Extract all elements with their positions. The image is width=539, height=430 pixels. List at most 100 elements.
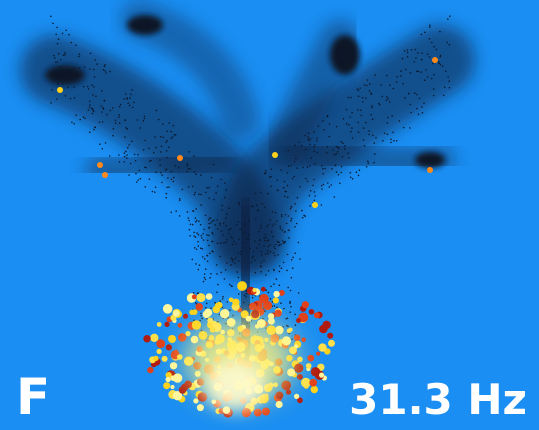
speckle [160,164,162,166]
speckle [188,220,190,222]
speckle [206,234,208,236]
speckle [265,170,267,172]
speckle [357,109,359,111]
speckle [386,100,388,102]
speckle [104,70,106,72]
speckle [277,189,279,191]
speckle [223,223,225,225]
speckle [449,15,451,17]
speckle [384,133,386,135]
speckle [299,186,301,188]
speckle [268,270,270,272]
speckle [375,137,377,139]
speckle [414,61,416,63]
speckle [295,324,297,326]
speckle [166,168,168,170]
speckle [386,96,388,98]
speckle [178,167,180,169]
speckle [440,55,442,57]
speckle [140,127,142,129]
speckle [289,311,291,313]
speckle [409,127,411,129]
speckle [238,277,240,279]
speckle [57,84,59,86]
speckle [172,136,174,138]
speckle [254,240,256,242]
speckle [356,171,358,173]
active-point [173,310,180,317]
speckle [358,96,360,98]
speckle [260,271,262,273]
speckle [225,225,227,227]
speckle [252,257,254,259]
speckle [364,84,366,86]
speckle [173,177,175,179]
speckle [71,71,73,73]
active-point [102,172,108,178]
speckle [220,272,222,274]
speckle [421,59,423,61]
speckle [230,264,232,266]
speckle [403,127,405,129]
speckle [118,117,120,119]
speckle [131,141,133,143]
frequency-label: 31.3 Hz [349,375,527,424]
active-point [249,303,257,311]
speckle [156,110,158,112]
speckle [57,81,59,83]
speckle [220,300,222,302]
speckle [231,285,233,287]
speckle [415,57,417,59]
speckle [135,173,137,175]
speckle [419,98,421,100]
speckle [255,193,257,195]
speckle [279,265,281,267]
speckle [301,210,303,212]
speckle [387,117,389,119]
speckle [65,95,67,97]
speckle [220,242,222,244]
speckle [327,182,329,184]
speckle [265,274,267,276]
speckle [160,136,162,138]
speckle [65,30,67,32]
speckle [221,210,223,212]
speckle [211,232,213,234]
speckle [238,202,240,204]
speckle [373,142,375,144]
speckle [310,190,312,192]
speckle [282,229,284,231]
speckle [201,235,203,237]
speckle [288,230,290,232]
speckle [53,55,55,57]
speckle [267,250,269,252]
speckle [56,98,58,100]
speckle [74,86,76,88]
speckle [326,152,328,154]
speckle [198,234,200,236]
active-point [185,331,190,336]
speckle [321,165,323,167]
speckle [424,79,426,81]
speckle [276,278,278,280]
speckle [295,158,297,160]
speckle [195,208,197,210]
speckle [349,116,351,118]
speckle [389,84,391,86]
speckle [118,114,120,116]
speckle [91,108,93,110]
speckle [291,218,293,220]
active-point [311,386,318,393]
speckle [119,122,121,124]
speckle [298,292,300,294]
speckle [203,281,205,283]
speckle [374,153,376,155]
speckle [232,237,234,239]
speckle [286,270,288,272]
hotspot-core [205,360,265,410]
speckle [295,210,297,212]
speckle [220,179,222,181]
speckle [276,220,278,222]
speckle [207,240,209,242]
speckle [400,70,402,72]
